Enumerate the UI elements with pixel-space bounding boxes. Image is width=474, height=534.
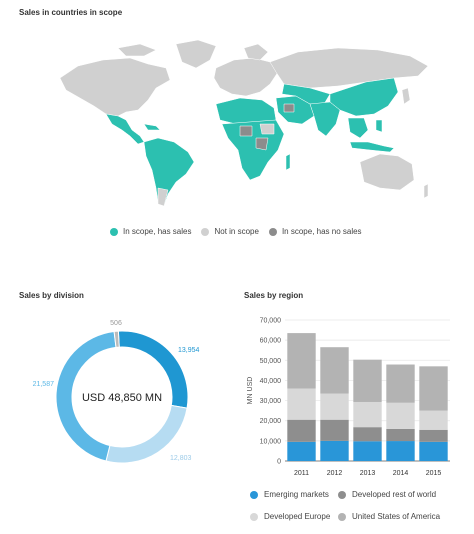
- donut-value-label: 21,587: [33, 381, 55, 388]
- donut-center-label: USD 48,850 MN: [82, 392, 162, 404]
- map-region-central-america: [105, 113, 145, 145]
- bar-segment: [419, 441, 448, 461]
- bar-segment: [353, 401, 382, 428]
- map-region-greenland: [175, 39, 217, 69]
- map-region-east-asia: [329, 77, 399, 117]
- legend-swatch-icon: [250, 512, 258, 521]
- bar-segment: [386, 402, 415, 429]
- world-map: [59, 39, 429, 207]
- map-region-africa-no-sales-1: [239, 125, 253, 137]
- map-region-africa-not-in-scope: [259, 123, 275, 135]
- y-tick-label: 10,000: [260, 438, 282, 445]
- map-legend-label: Not in scope: [214, 227, 259, 236]
- legend-swatch-icon: [250, 490, 258, 499]
- map-region-europe: [213, 57, 279, 97]
- bar-segment: [353, 427, 382, 442]
- legend-swatch-icon: [110, 227, 118, 236]
- bar-segment: [419, 429, 448, 442]
- region-legend-item: Developed Europe: [250, 512, 330, 521]
- map-region-south-america: [143, 137, 195, 207]
- map-region-philippines: [375, 119, 383, 133]
- bar-segment: [287, 419, 316, 442]
- y-tick-label: 70,000: [260, 318, 282, 325]
- bar-segment: [419, 366, 448, 411]
- x-tick-label: 2012: [327, 470, 343, 477]
- y-tick-label: 20,000: [260, 418, 282, 425]
- y-tick-label: 0: [277, 459, 281, 466]
- bar-segment: [287, 388, 316, 420]
- map-region-north-asia: [269, 47, 429, 89]
- division-donut-chart: 13,954 12,803 21,587 506 USD 48,850 MN: [33, 320, 200, 464]
- region-legend-label: Developed rest of world: [352, 490, 437, 499]
- donut-value-label: 506: [110, 320, 122, 327]
- bar-segment: [353, 441, 382, 461]
- map-region-arctic: [117, 43, 157, 57]
- division-title: Sales by division: [19, 291, 84, 300]
- legend-swatch-icon: [268, 227, 277, 236]
- region-legend-label: United States of America: [352, 512, 441, 521]
- bar-segment: [287, 441, 316, 461]
- region-legend-label: Developed Europe: [264, 512, 331, 521]
- bar-segment: [419, 410, 448, 430]
- region-title: Sales by region: [244, 291, 304, 300]
- region-legend-label: Emerging markets: [264, 490, 329, 499]
- map-region-madagascar: [285, 153, 291, 171]
- bar-segment: [353, 359, 382, 402]
- x-tick-label: 2013: [360, 470, 376, 477]
- map-region-caribbean: [143, 123, 161, 131]
- y-tick-label: 30,000: [260, 398, 282, 405]
- map-legend-label: In scope, has no sales: [281, 227, 362, 236]
- map-region-central-africa: [221, 119, 285, 181]
- map-legend: In scope, has sales Not in scope In scop…: [110, 227, 362, 236]
- map-title: Sales in countries in scope: [19, 8, 123, 17]
- map-legend-item: Not in scope: [201, 227, 259, 236]
- map-region-southern-cone: [157, 187, 169, 207]
- x-tick-label: 2014: [393, 470, 409, 477]
- map-region-africa-no-sales-2: [255, 137, 269, 151]
- region-legend-item: United States of America: [338, 512, 440, 521]
- y-tick-label: 40,000: [260, 378, 282, 385]
- x-tick-label: 2011: [294, 470, 309, 477]
- donut-value-label: 13,954: [178, 347, 200, 354]
- region-bar-chart: 0 10,000 20,000 30,000 40,000 50,000 60,000 70,…: [247, 318, 450, 477]
- map-region-australia: [359, 153, 415, 191]
- bar-segment: [386, 364, 415, 403]
- map-region-north-america: [59, 57, 171, 117]
- legend-swatch-icon: [338, 512, 346, 521]
- bar-segment: [320, 393, 349, 420]
- x-tick-label: 2015: [426, 470, 442, 477]
- bar-segment: [320, 347, 349, 394]
- bar-segment: [287, 333, 316, 389]
- donut-slice: [113, 330, 120, 348]
- map-region-japan: [401, 87, 411, 105]
- map-region-new-zealand: [423, 183, 429, 199]
- map-region-south-asia: [309, 101, 341, 137]
- donut-value-label: 12,803: [170, 455, 192, 462]
- map-region-indonesia: [349, 141, 395, 153]
- legend-swatch-icon: [338, 490, 346, 499]
- map-region-scandinavia: [243, 43, 269, 61]
- map-region-southeast-asia: [347, 117, 369, 139]
- map-legend-label: In scope, has sales: [123, 227, 192, 236]
- y-axis-label: MN USD: [247, 377, 254, 405]
- y-tick-label: 60,000: [260, 338, 282, 345]
- map-legend-item: In scope, has no sales: [268, 227, 362, 236]
- bar-segment: [386, 441, 415, 461]
- map-region-middle-east-no-sales: [283, 103, 295, 113]
- bar-segment: [320, 419, 349, 441]
- map-legend-item: In scope, has sales: [110, 227, 191, 236]
- map-region-north-africa: [215, 97, 277, 125]
- bar-segment: [320, 440, 349, 461]
- region-legend-item: Emerging markets: [250, 490, 329, 499]
- y-tick-label: 50,000: [260, 358, 282, 365]
- region-legend-item: Developed rest of world: [338, 490, 436, 499]
- legend-swatch-icon: [201, 227, 210, 236]
- bar-segment: [386, 428, 415, 442]
